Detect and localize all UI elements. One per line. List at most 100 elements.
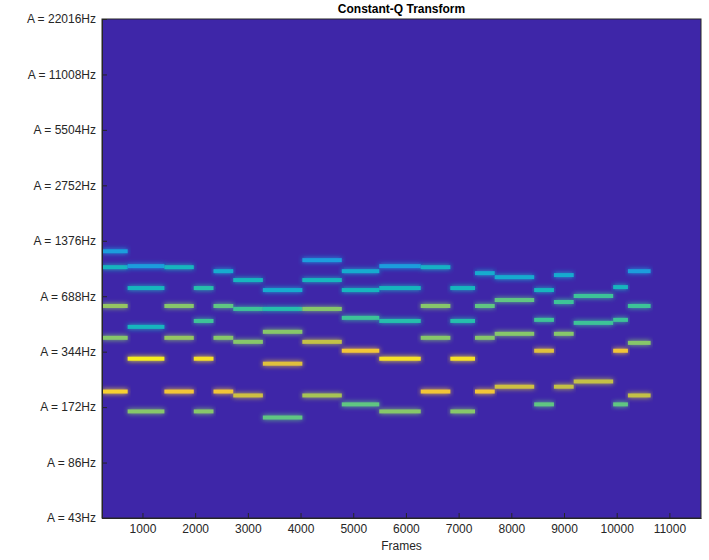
plot-frame	[102, 19, 701, 518]
tick-label: A = 172Hz	[40, 400, 96, 414]
note-segment	[302, 340, 341, 344]
note-segment	[450, 286, 475, 290]
tick-mark	[511, 513, 512, 518]
tick: 8000	[498, 513, 525, 536]
note-segment	[342, 349, 379, 353]
tick-mark	[102, 463, 107, 464]
tick-label: 1000	[130, 522, 157, 536]
note-segment	[554, 332, 574, 336]
note-segment	[574, 321, 613, 325]
note-segment	[233, 340, 263, 344]
tick-label: 11000	[654, 522, 687, 536]
note-segment	[613, 402, 628, 406]
tick-mark	[406, 513, 407, 518]
note-segment	[263, 416, 302, 420]
note-segment	[102, 249, 128, 253]
tick-mark	[102, 296, 107, 297]
note-segment	[164, 304, 193, 308]
note-segment	[302, 278, 341, 282]
tick-mark	[102, 241, 107, 242]
note-segment	[574, 379, 613, 383]
note-segment	[342, 402, 379, 406]
note-segment	[128, 286, 165, 290]
tick-mark	[669, 513, 670, 518]
note-segment	[102, 390, 128, 394]
note-segment	[495, 298, 534, 302]
note-segment	[495, 332, 534, 336]
tick-label: 6000	[393, 522, 420, 536]
tick-label: A = 2752Hz	[34, 179, 96, 193]
tick-mark	[102, 407, 107, 408]
note-segment	[342, 288, 379, 292]
plot: 1000200030004000500060007000800090001000…	[27, 12, 702, 535]
note-segment	[450, 319, 475, 323]
tick-label: A = 11008Hz	[28, 68, 96, 82]
note-segment	[628, 393, 651, 397]
note-segment	[128, 357, 165, 361]
note-segment	[302, 307, 341, 311]
tick-mark	[459, 513, 460, 518]
note-segment	[233, 393, 263, 397]
note-segment	[102, 304, 128, 308]
tick: 2000	[182, 513, 209, 536]
tick: 11000	[654, 513, 687, 536]
note-segment	[302, 393, 341, 397]
note-segment	[495, 275, 534, 279]
tick-label: A = 22016Hz	[27, 12, 96, 26]
note-segment	[213, 304, 233, 308]
note-segment	[574, 294, 613, 298]
note-segment	[421, 390, 451, 394]
note-segment	[554, 300, 574, 304]
tick-mark	[564, 513, 565, 518]
tick-label: 8000	[498, 522, 525, 536]
tick-mark	[301, 513, 302, 518]
note-segment	[233, 278, 263, 282]
note-segment	[263, 288, 302, 292]
tick: 5000	[340, 513, 367, 536]
note-segment	[379, 319, 420, 323]
tick: 6000	[393, 513, 420, 536]
note-segment	[554, 273, 574, 277]
tick: 3000	[235, 513, 262, 536]
tick: A = 688Hz	[40, 290, 107, 304]
note-segment	[379, 357, 420, 361]
note-segment	[194, 409, 214, 413]
note-segment	[450, 409, 475, 413]
note-segment	[534, 402, 554, 406]
tick-label: 3000	[235, 522, 262, 536]
note-segment	[421, 304, 451, 308]
tick: 4000	[288, 513, 315, 536]
tick-mark	[142, 513, 143, 518]
tick: 10000	[601, 513, 635, 536]
tick-mark	[102, 185, 107, 186]
chart: 1000200030004000500060007000800090001000…	[0, 0, 709, 560]
note-segment	[534, 349, 554, 353]
note-segment	[194, 319, 214, 323]
tick-mark	[102, 352, 107, 353]
note-segment	[554, 385, 574, 389]
tick: A = 11008Hz	[28, 68, 107, 82]
note-segment	[342, 316, 379, 320]
note-segment	[534, 288, 554, 292]
note-segment	[128, 409, 165, 413]
x-axis-title: Frames	[381, 539, 422, 553]
tick-mark	[102, 74, 107, 75]
y-axis: A = 43HzA = 86HzA = 172HzA = 344HzA = 68…	[27, 12, 107, 525]
note-segment	[613, 285, 628, 289]
note-segment	[213, 390, 233, 394]
note-segment	[613, 349, 628, 353]
note-segment	[263, 307, 302, 311]
note-segment	[263, 362, 302, 366]
tick-label: 10000	[601, 522, 635, 536]
tick: A = 86Hz	[47, 456, 107, 470]
note-segment	[628, 304, 651, 308]
note-segment	[475, 390, 495, 394]
note-segment	[379, 409, 420, 413]
note-segment	[128, 264, 165, 268]
plot-background	[102, 19, 701, 518]
note-segment	[194, 357, 214, 361]
note-segment	[302, 258, 341, 262]
note-segment	[164, 336, 193, 340]
note-segment	[233, 307, 263, 311]
note-segment	[475, 271, 495, 275]
